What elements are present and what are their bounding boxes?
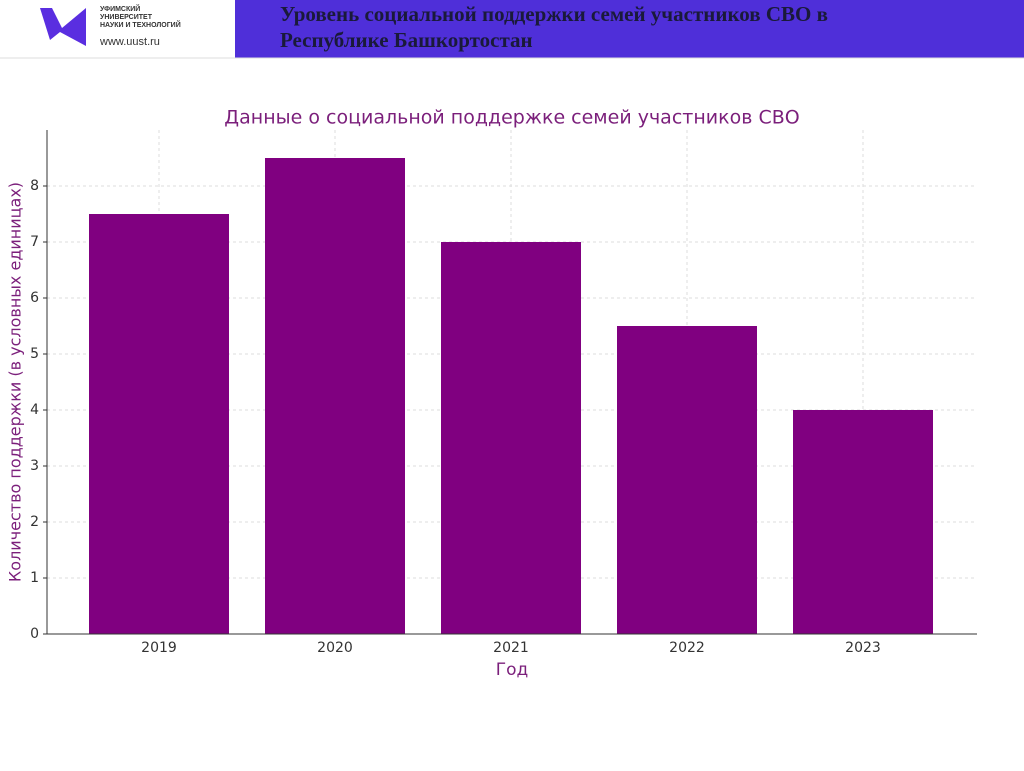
x-tick-label: 2019 bbox=[141, 640, 177, 656]
y-tick-label: 5 bbox=[30, 346, 39, 362]
y-tick-label: 8 bbox=[30, 178, 39, 194]
y-tick-label: 3 bbox=[30, 458, 39, 474]
slide-title: Уровень социальной поддержки семей участ… bbox=[280, 2, 828, 26]
x-tick-label: 2022 bbox=[669, 640, 705, 656]
x-tick-label: 2021 bbox=[493, 640, 529, 656]
bar bbox=[265, 158, 405, 634]
x-axis-label: Год bbox=[496, 660, 529, 680]
bar bbox=[441, 242, 581, 634]
header-band bbox=[235, 0, 1024, 58]
x-tick-label: 2023 bbox=[845, 640, 881, 656]
bar bbox=[793, 410, 933, 634]
logo-text: УНИВЕРСИТЕТ bbox=[100, 14, 153, 21]
bar bbox=[617, 326, 757, 634]
logo-mark bbox=[40, 8, 86, 46]
y-tick-label: 0 bbox=[30, 626, 39, 642]
bar bbox=[89, 214, 229, 634]
y-tick-label: 7 bbox=[30, 234, 39, 250]
y-tick-label: 6 bbox=[30, 290, 39, 306]
slide-title: Республике Башкортостан bbox=[280, 28, 533, 52]
y-tick-label: 4 bbox=[30, 402, 39, 418]
logo-text: УФИМСКИЙ bbox=[100, 4, 140, 13]
y-axis-label: Количество поддержки (в условных единица… bbox=[6, 182, 25, 582]
logo-url: www.uust.ru bbox=[99, 36, 160, 48]
y-tick-label: 1 bbox=[30, 570, 39, 586]
chart-title: Данные о социальной поддержке семей учас… bbox=[224, 107, 799, 129]
x-tick-label: 2020 bbox=[317, 640, 353, 656]
logo-text: НАУКИ И ТЕХНОЛОГИЙ bbox=[100, 20, 181, 29]
y-tick-label: 2 bbox=[30, 514, 39, 530]
